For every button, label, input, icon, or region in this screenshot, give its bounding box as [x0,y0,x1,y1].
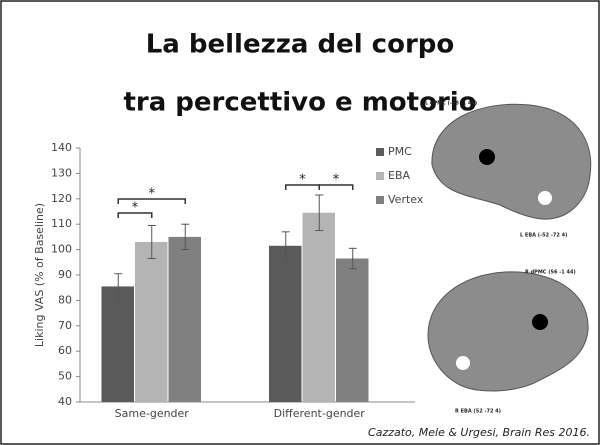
y-tick-label: 70 [58,319,72,332]
significance-bracket [117,212,153,218]
brain-top [431,103,592,220]
error-bar [147,224,156,259]
x-tick-label: Same-gender [115,407,190,420]
error-bar [114,273,123,300]
bar [269,245,302,402]
legend-label: EBA [388,169,410,182]
error-bar [348,247,357,270]
significance-star: * [299,173,306,188]
significance-star: * [132,201,139,216]
bar [336,258,369,402]
title-line: tra percettivo e motorio [123,88,476,118]
legend-swatch [376,148,384,156]
error-bar [181,223,190,251]
bar [101,286,134,402]
brain-bottom [427,271,589,392]
bar [135,241,168,402]
brain-spot [538,191,552,205]
error-bar [315,194,324,232]
brain-label: R dPMC (56 -1 44) [525,270,576,276]
brain-spot [456,356,470,370]
bar [168,236,201,402]
title-line: La bellezza del corpo [146,30,455,60]
error-bar [281,231,290,261]
y-tick-label: 140 [51,141,72,154]
legend-label: PMC [388,145,412,158]
y-tick-label: 120 [51,192,72,205]
y-tick-label: 60 [58,344,72,357]
legend-label: Vertex [388,193,424,206]
brain-label: L EBA (-52 -72 4) [520,233,567,239]
brain-label: L dPMC (-58 -1 44) [425,101,477,107]
citation: Cazzato, Mele & Urgesi, Brain Res 2016. [368,426,590,439]
brain-spot [479,149,495,165]
legend-swatch [376,196,384,204]
brain-spot [532,314,548,330]
y-tick-label: 90 [58,268,72,281]
brain [431,103,592,220]
y-tick-label: 110 [51,217,72,230]
y-axis-label: Liking VAS (% of Baseline) [33,203,46,347]
legend-swatch [376,172,384,180]
y-tick-label: 100 [51,243,72,256]
y-tick-label: 130 [51,166,72,179]
brain-label: R EBA (52 -72 4) [455,409,501,415]
y-tick-label: 50 [58,370,72,383]
y-tick-label: 40 [58,395,72,408]
significance-bracket [117,198,186,204]
significance-star: * [149,187,156,202]
significance-bracket [318,184,354,190]
x-tick-label: Different-gender [274,407,366,420]
bar [302,212,335,402]
significance-star: * [333,173,340,188]
y-tick-label: 80 [58,293,72,306]
